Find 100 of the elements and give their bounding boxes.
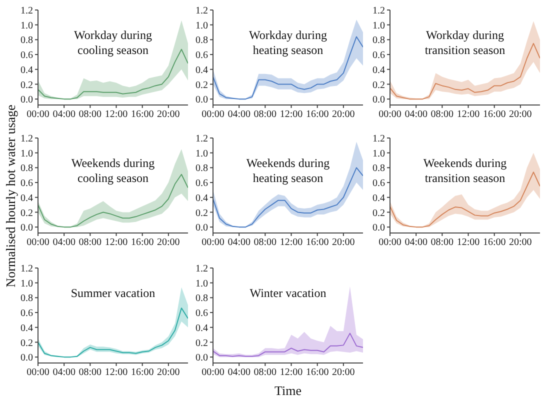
x-tick-label: 20:00	[157, 109, 180, 120]
y-tick-label: 1.2	[20, 264, 33, 275]
x-tick-label: 00:00	[378, 109, 402, 120]
x-tick-label: 04:00	[52, 109, 76, 120]
y-tick-label: 1.0	[372, 20, 385, 32]
y-tick-label: 1.2	[196, 264, 208, 275]
y-tick-label: 0.8	[20, 163, 33, 174]
x-tick-label: 04:00	[404, 237, 428, 248]
y-tick-label: 0.8	[196, 35, 208, 46]
y-tick-label: 0.8	[196, 163, 208, 174]
y-tick-label: 0.8	[196, 293, 208, 304]
x-tick-label: 16:00	[130, 367, 154, 378]
y-tick-label: 1.0	[196, 278, 208, 290]
x-tick-label: 12:00	[280, 237, 303, 248]
x-tick-label: 12:00	[104, 237, 128, 248]
y-tick-label: 1.2	[196, 6, 208, 17]
line-series	[390, 172, 540, 228]
y-tick-label: 1.0	[196, 20, 208, 32]
x-tick-label: 04:00	[404, 109, 428, 120]
y-tick-label: 0.6	[196, 50, 208, 62]
x-tick-label: 20:00	[509, 237, 532, 248]
y-tick-label: 1.0	[20, 20, 33, 32]
y-tick-label: 1.2	[372, 134, 385, 145]
y-tick-label: 0.0	[196, 94, 208, 106]
y-tick-label: 0.2	[196, 208, 208, 219]
x-tick-label: 08:00	[78, 109, 102, 120]
x-tick-label: 20:00	[332, 109, 355, 120]
x-tick-label: 00:00	[26, 237, 50, 248]
x-tick-label: 08:00	[78, 367, 102, 378]
text: Weekends during heating season	[245, 156, 331, 186]
y-tick-label: 0.0	[20, 94, 33, 106]
x-tick-label: 08:00	[430, 237, 454, 248]
x-tick-label: 12:00	[280, 109, 303, 120]
y-tick-label: 0.0	[20, 222, 33, 234]
y-tick-label: 0.4	[196, 64, 208, 76]
x-tick-label: 04:00	[52, 237, 76, 248]
x-tick-label: 00:00	[378, 237, 402, 248]
x-tick-label: 04:00	[52, 367, 76, 378]
x-tick-label: 12:00	[104, 367, 128, 378]
x-tick-label: 16:00	[130, 237, 154, 248]
y-tick-label: 0.6	[20, 178, 33, 190]
y-tick-label: 0.0	[196, 222, 208, 234]
y-tick-label: 0.6	[372, 178, 385, 190]
text: Workday during heating season	[248, 28, 328, 58]
y-tick-label: 0.4	[196, 322, 208, 334]
x-tick-label: 12:00	[456, 109, 480, 120]
y-tick-label: 0.4	[20, 64, 33, 76]
x-tick-label: 08:00	[430, 109, 454, 120]
x-tick-label: 00:00	[26, 367, 50, 378]
y-tick-label: 0.6	[20, 308, 33, 320]
y-tick-label: 0.2	[196, 80, 208, 91]
x-tick-label: 20:00	[157, 237, 180, 248]
line-series	[38, 174, 188, 228]
x-tick-label: 00:00	[202, 367, 224, 378]
y-tick-label: 0.8	[372, 35, 385, 46]
y-tick-label: 0.0	[196, 352, 208, 364]
line-series	[38, 308, 188, 358]
x-tick-label: 16:00	[306, 367, 329, 378]
x-tick-label: 00:00	[202, 109, 224, 120]
x-tick-label: 16:00	[130, 109, 154, 120]
y-tick-label: 1.0	[372, 148, 385, 160]
text: Summer vacation	[70, 286, 156, 301]
y-tick-label: 1.2	[20, 6, 33, 17]
x-tick-label: 16:00	[482, 237, 506, 248]
x-tick-label: 20:00	[157, 367, 180, 378]
y-axis-title: Normalised hourly hot water usage	[3, 103, 19, 289]
x-tick-label: 16:00	[306, 237, 329, 248]
x-axis-title: Time	[274, 383, 302, 398]
y-tick-label: 1.0	[20, 148, 33, 160]
y-tick-label: 0.2	[20, 208, 33, 219]
line-series	[213, 332, 363, 357]
text: Weekends during transition season	[422, 156, 508, 186]
x-tick-label: 16:00	[482, 109, 506, 120]
y-tick-label: 0.2	[372, 80, 385, 91]
x-tick-label: 08:00	[254, 237, 277, 248]
x-tick-label: 12:00	[104, 109, 128, 120]
y-tick-label: 0.4	[20, 322, 33, 334]
y-tick-label: 1.0	[196, 148, 208, 160]
y-tick-label: 1.2	[20, 134, 33, 145]
y-tick-label: 0.4	[196, 192, 208, 204]
y-tick-label: 0.4	[20, 192, 33, 204]
y-tick-label: 0.6	[196, 308, 208, 320]
x-tick-label: 12:00	[280, 367, 303, 378]
y-tick-label: 0.4	[372, 64, 385, 76]
y-tick-label: 0.8	[20, 35, 33, 46]
y-tick-label: 0.8	[20, 293, 33, 304]
y-tick-label: 0.6	[196, 178, 208, 190]
x-tick-label: 00:00	[26, 109, 50, 120]
y-tick-label: 0.2	[20, 338, 33, 349]
text: Winter vacation	[248, 286, 328, 301]
y-tick-label: 0.8	[372, 163, 385, 174]
x-tick-label: 04:00	[228, 109, 250, 120]
y-tick-label: 0.6	[372, 50, 385, 62]
y-tick-label: 0.0	[372, 94, 385, 106]
text: Weekends during cooling season	[70, 156, 156, 186]
y-tick-label: 0.2	[196, 338, 208, 349]
text: Workday during transition season	[424, 28, 506, 58]
y-tick-label: 1.0	[20, 278, 33, 290]
x-tick-label: 08:00	[254, 367, 277, 378]
x-tick-label: 08:00	[78, 237, 102, 248]
